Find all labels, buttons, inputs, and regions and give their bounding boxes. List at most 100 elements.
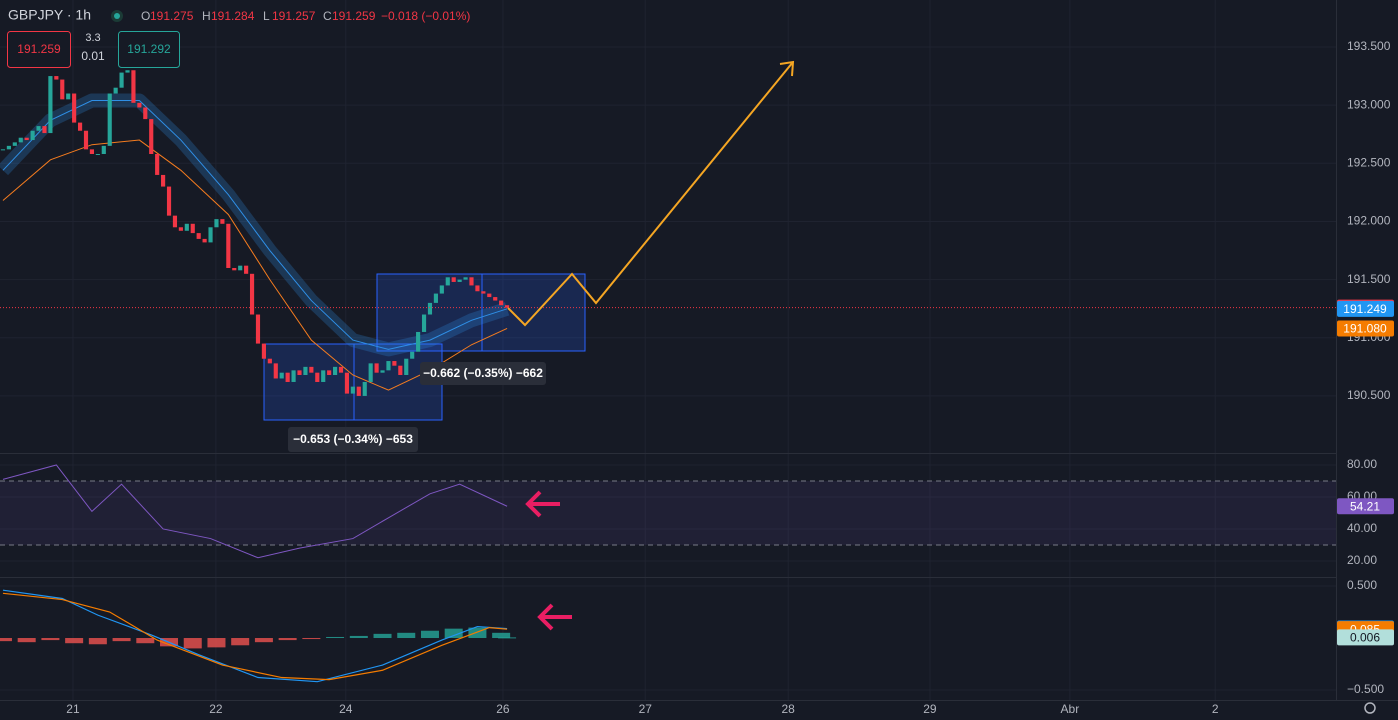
candle <box>48 76 53 134</box>
y-tick-label: 192.500 <box>1347 155 1391 169</box>
candle <box>499 300 504 306</box>
price-label: 191.249 <box>1343 302 1387 316</box>
candle <box>143 107 148 120</box>
candle <box>398 365 403 375</box>
plot <box>0 70 1336 683</box>
candle <box>131 70 136 103</box>
histogram-bar <box>207 638 226 648</box>
symbol[interactable]: GBPJPY · 1h <box>8 7 91 23</box>
measure-box[interactable] <box>376 273 586 352</box>
candle <box>315 372 320 382</box>
candle <box>273 363 278 379</box>
candle <box>327 370 332 375</box>
y-tick-label: 193.500 <box>1347 39 1391 53</box>
candle <box>184 223 189 231</box>
candle <box>244 265 249 274</box>
candle <box>137 102 142 108</box>
x-tick-label: 28 <box>782 702 796 716</box>
buy-button[interactable] <box>118 31 180 68</box>
histogram-bar <box>136 638 155 644</box>
candle <box>368 363 373 382</box>
candle <box>475 285 480 292</box>
candle <box>469 277 474 286</box>
candle <box>107 93 112 146</box>
candle <box>149 119 154 155</box>
candle <box>155 154 160 175</box>
settings-icon[interactable] <box>1364 702 1376 714</box>
candle <box>338 366 344 373</box>
candle <box>356 386 361 396</box>
candle <box>196 233 201 239</box>
candle <box>232 267 237 271</box>
measure-label: −0.662 (−0.35%) −662 <box>423 366 543 380</box>
x-tick-label: 27 <box>639 702 653 716</box>
candle <box>504 305 510 308</box>
buy-price[interactable]: 191.292 <box>127 42 171 56</box>
histogram-bar <box>492 632 511 639</box>
candle <box>386 361 391 371</box>
candle <box>125 70 130 73</box>
x-tick-label: 29 <box>923 702 937 716</box>
ohlc-key: H <box>202 9 211 23</box>
candle <box>404 358 409 375</box>
quantity[interactable]: 0.01 <box>81 49 105 63</box>
candle <box>161 174 166 187</box>
histogram-bar <box>420 630 439 639</box>
histogram-bar <box>373 633 392 639</box>
candle <box>433 293 438 303</box>
pink-arrow <box>525 490 560 518</box>
y-tick-label: 40.00 <box>1347 521 1377 535</box>
histogram-bar <box>278 638 297 641</box>
candle <box>249 273 255 315</box>
x-tick-label: 2 <box>1212 702 1219 716</box>
histogram-bar <box>231 638 250 646</box>
macd-line <box>2 592 508 681</box>
measure-label: −0.653 (−0.34%) −653 <box>293 432 413 446</box>
candle <box>30 130 35 141</box>
macd-line <box>2 589 508 683</box>
candle <box>220 219 225 224</box>
candle <box>119 72 124 88</box>
histogram-bar <box>17 638 36 643</box>
candle <box>445 277 450 286</box>
candle <box>214 219 219 228</box>
price-label: 191.080 <box>1343 322 1387 336</box>
measure-box[interactable] <box>263 343 443 421</box>
y-tick-label: −0.500 <box>1347 682 1384 696</box>
price-label-box <box>1337 498 1394 515</box>
histogram-bar <box>349 635 368 639</box>
sell-price[interactable]: 191.259 <box>17 42 61 56</box>
ohlc-key: L <box>263 9 270 23</box>
sell-button[interactable] <box>7 31 71 68</box>
histogram-bar <box>326 636 345 639</box>
candle <box>344 372 350 394</box>
projection-arrow[interactable] <box>507 60 795 327</box>
histogram-bar <box>41 638 60 641</box>
ohlc-value: 191.257 <box>272 9 316 23</box>
price-label-box <box>1337 300 1394 317</box>
candle <box>95 154 100 156</box>
candle <box>166 186 172 216</box>
y-tick-label: 190.500 <box>1347 388 1391 402</box>
candle <box>261 343 266 359</box>
x-tick-label: Abr <box>1061 702 1080 716</box>
candle <box>255 314 261 344</box>
y-tick-label: 191.500 <box>1347 272 1391 286</box>
candle <box>226 223 231 268</box>
candle <box>113 87 118 94</box>
candle <box>77 122 83 131</box>
candle <box>416 331 421 352</box>
grid <box>0 0 1336 700</box>
candle <box>101 145 106 155</box>
candle <box>410 351 415 359</box>
candle <box>66 93 71 100</box>
price-label: 0.006 <box>1350 631 1380 645</box>
candle <box>36 126 41 131</box>
measure-label-box <box>420 362 546 385</box>
spread: 3.3 <box>85 32 100 44</box>
candle <box>350 386 355 394</box>
histogram-bar <box>468 627 487 639</box>
histogram-bar <box>397 632 416 639</box>
candle <box>291 370 296 382</box>
